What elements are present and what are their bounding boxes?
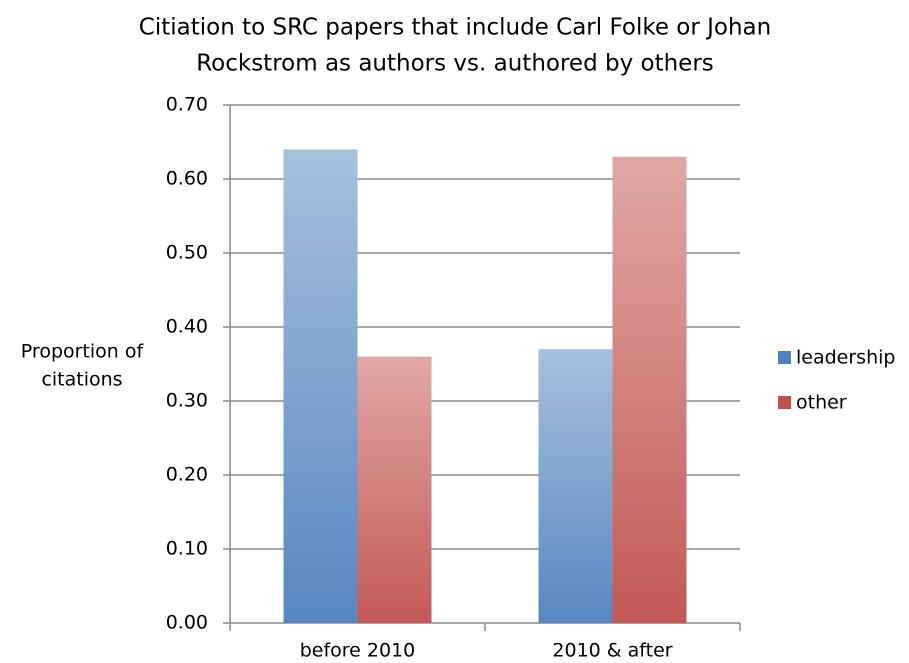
x-tick-label: 2010 & after [552,640,672,662]
chart-title: Citiation to SRC papers that include Car… [139,15,771,41]
bar [283,149,358,623]
y-tick-label: 0.40 [166,316,208,338]
legend-swatch [778,351,791,364]
chart-title: Rockstrom as authors vs. authored by oth… [196,51,714,77]
legend-label: other [796,392,847,414]
legend-swatch [778,396,791,409]
y-tick-label: 0.30 [166,390,208,412]
y-tick-label: 0.00 [166,612,208,634]
bar [357,356,432,623]
bar [538,349,613,623]
y-tick-label: 0.60 [166,168,208,190]
y-tick-label: 0.20 [166,464,208,486]
y-axis-label: Proportion of [21,341,145,363]
x-tick-label: before 2010 [300,640,416,662]
legend-label: leadership [796,347,895,369]
y-tick-label: 0.50 [166,242,208,264]
y-tick-label: 0.10 [166,538,208,560]
bar [612,156,687,624]
y-tick-label: 0.70 [166,94,208,116]
y-axis-label: citations [41,369,122,391]
